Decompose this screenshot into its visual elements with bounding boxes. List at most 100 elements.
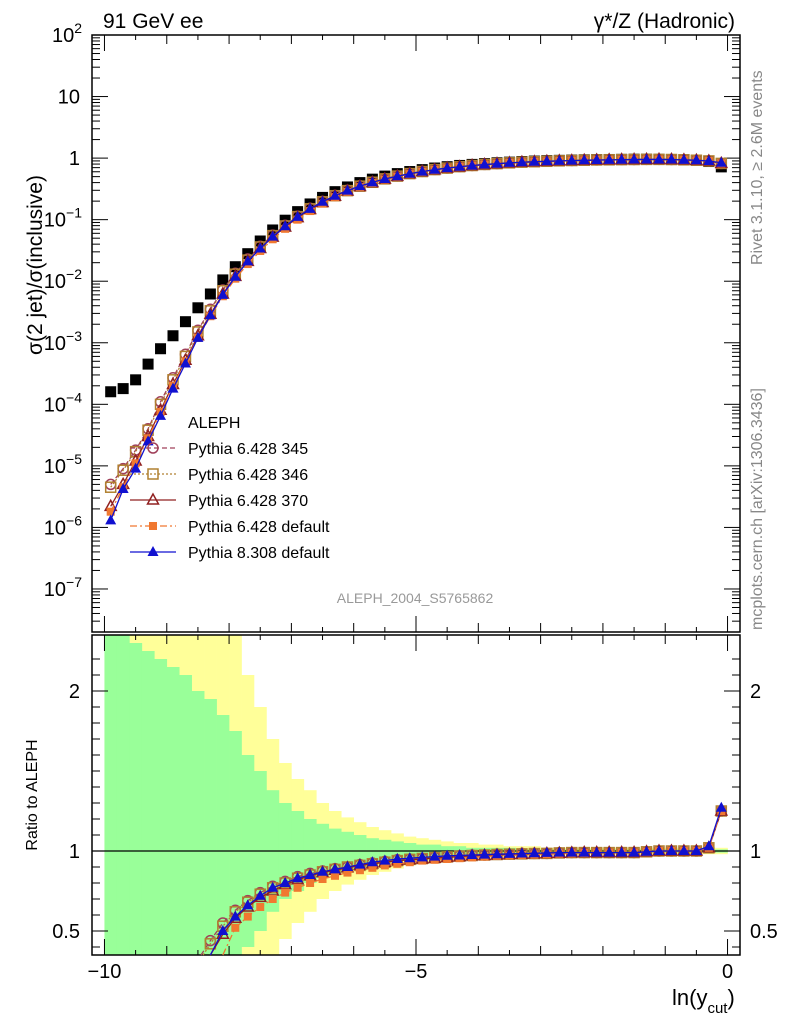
- mc-point: [516, 156, 528, 167]
- mc-point: [391, 853, 403, 863]
- legend-label: Pythia 6.428 346: [188, 467, 308, 484]
- mc-point: [242, 899, 254, 910]
- y-tick-label: 10−6: [44, 512, 82, 539]
- data-point: [105, 386, 117, 398]
- mc-point: [306, 879, 315, 887]
- mc-point: [317, 865, 329, 876]
- mc-point: [231, 923, 240, 932]
- mc-line: [110, 158, 722, 488]
- mc-point: [441, 162, 453, 173]
- y-tick-label: 10−4: [44, 389, 82, 416]
- ratio-bands: [104, 635, 728, 955]
- mc-point: [192, 331, 204, 342]
- legend-label: Pythia 6.428 370: [188, 493, 308, 510]
- mc-point: [715, 801, 727, 812]
- mc-point: [229, 270, 241, 281]
- y-tick-label: 0.5: [52, 921, 80, 943]
- y-tick-label: 10−1: [44, 205, 82, 232]
- y-tick-label: 10: [58, 87, 80, 109]
- x-tick-label: −10: [87, 961, 121, 983]
- y-tick-label: 10−3: [44, 328, 82, 355]
- mc-point: [466, 159, 478, 170]
- mc-point: [416, 851, 428, 862]
- ylabel-top: σ(2 jet)/σ(inclusive): [24, 175, 47, 355]
- data-point: [155, 343, 167, 355]
- data-point: [204, 288, 216, 300]
- green-band-bin: [104, 635, 118, 955]
- mc-point: [217, 925, 229, 935]
- ratio-panel-series: [200, 801, 729, 956]
- mc-point: [566, 154, 578, 165]
- green-band-bin: [191, 691, 205, 955]
- mc-point: [566, 846, 578, 857]
- xlabel: ln(ycut): [672, 985, 735, 1017]
- mc-point: [516, 847, 528, 858]
- mc-point: [292, 872, 304, 883]
- mc-point: [578, 846, 590, 857]
- mc-point: [491, 157, 503, 168]
- legend: ALEPH Pythia 6.428 345 Pythia 6.428 346 Pyt…: [130, 415, 330, 562]
- mc-point: [366, 176, 378, 187]
- svg-text:ln(ycut): ln(ycut): [672, 985, 735, 1017]
- mc-point: [106, 507, 115, 516]
- mc-point: [329, 189, 341, 200]
- mc-point: [380, 861, 389, 870]
- mc-point: [690, 845, 702, 855]
- right-title: γ*/Z (Hadronic): [594, 10, 735, 33]
- mc-point: [304, 202, 316, 213]
- left-title: 91 GeV ee: [103, 10, 203, 33]
- y-tick-label: 10−5: [44, 451, 82, 478]
- mc-point: [379, 854, 391, 865]
- mc-point: [147, 442, 159, 454]
- green-band-bin: [154, 659, 168, 955]
- mc-point: [155, 409, 167, 420]
- mc-point: [616, 846, 628, 857]
- mc-point: [578, 154, 590, 165]
- data-point: [117, 383, 129, 395]
- green-band-bin: [216, 715, 230, 955]
- mc-point: [404, 852, 416, 863]
- data-point: [192, 302, 204, 314]
- legend-label-data: ALEPH: [188, 415, 240, 432]
- mc-line: [110, 158, 722, 485]
- data-point: [217, 274, 229, 286]
- mc-point: [429, 163, 441, 174]
- mc-point: [628, 846, 640, 857]
- data-point: [179, 316, 191, 328]
- data-point: [130, 374, 142, 386]
- mc-point: [343, 868, 352, 877]
- x-tick-label: −5: [405, 961, 428, 983]
- mc-point: [130, 462, 142, 473]
- green-band-bin: [141, 651, 155, 955]
- y-tick-label: 10−7: [44, 574, 82, 601]
- mc-point: [341, 184, 353, 195]
- mc-point: [665, 153, 677, 164]
- mc-point: [279, 220, 291, 231]
- mc-point: [104, 481, 117, 493]
- mc-point: [503, 156, 515, 167]
- mc-point: [329, 863, 341, 874]
- mc-point: [147, 468, 159, 480]
- mc-point: [354, 858, 366, 869]
- mc-point: [528, 155, 540, 166]
- mc-point: [243, 912, 252, 921]
- mc-point: [217, 288, 229, 299]
- mc-point: [149, 522, 157, 530]
- mc-point: [715, 156, 727, 167]
- mc-point: [204, 938, 217, 950]
- rivet-note: Rivet 3.1.10, ≥ 2.6M events: [749, 70, 766, 265]
- mc-point: [690, 154, 702, 165]
- mc-point: [354, 180, 366, 191]
- mc-point: [105, 514, 117, 525]
- mc-point: [317, 195, 329, 206]
- top-panel-frame: 10−7 10−6 10−5 10−4 10−3 10−2 10−1 1 10 102: [44, 20, 741, 633]
- mc-point: [393, 859, 402, 868]
- data-point: [229, 261, 241, 273]
- ylabel-ratio: Ratio to ALEPH: [24, 739, 41, 850]
- mc-point: [293, 883, 302, 892]
- y-tick-label: 10−2: [44, 266, 82, 293]
- y-tick-label: 1: [69, 148, 80, 170]
- mc-point: [331, 871, 339, 880]
- mc-point: [229, 910, 241, 921]
- mc-point: [541, 846, 553, 857]
